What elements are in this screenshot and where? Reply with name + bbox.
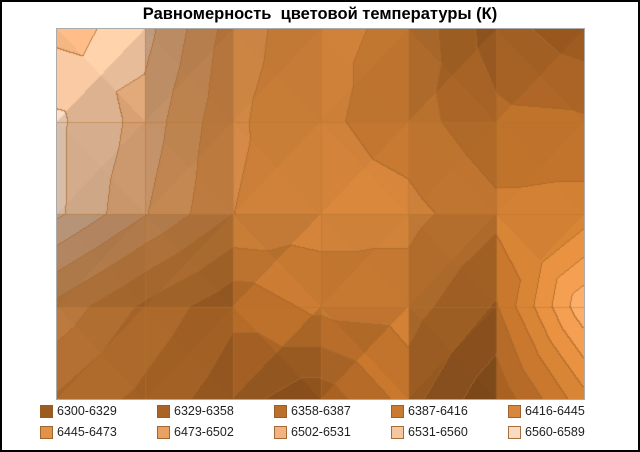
legend-item: 6416-6445 — [508, 404, 625, 419]
legend-swatch — [391, 405, 404, 418]
legend-swatch — [508, 405, 521, 418]
legend-item: 6502-6531 — [274, 425, 391, 440]
legend-item: 6358-6387 — [274, 404, 391, 419]
legend-swatch — [157, 405, 170, 418]
legend-label: 6560-6589 — [525, 425, 585, 439]
legend-swatch — [40, 426, 53, 439]
legend-label: 6358-6387 — [291, 404, 351, 418]
legend-label: 6473-6502 — [174, 425, 234, 439]
legend-item: 6445-6473 — [40, 425, 157, 440]
legend-label: 6531-6560 — [408, 425, 468, 439]
legend-label: 6387-6416 — [408, 404, 468, 418]
legend-item: 6531-6560 — [391, 425, 508, 440]
legend-label: 6416-6445 — [525, 404, 585, 418]
legend-swatch — [274, 405, 287, 418]
plot-area-border — [56, 28, 585, 400]
legend-item: 6329-6358 — [157, 404, 274, 419]
legend-swatch — [508, 426, 521, 439]
legend-label: 6445-6473 — [57, 425, 117, 439]
legend-swatch — [40, 405, 53, 418]
legend-item: 6300-6329 — [40, 404, 157, 419]
legend-label: 6300-6329 — [57, 404, 117, 418]
legend-swatch — [274, 426, 287, 439]
legend-swatch — [391, 426, 404, 439]
legend-label: 6329-6358 — [174, 404, 234, 418]
chart-legend: 6300-6329 6329-6358 6358-6387 6387-6416 6416… — [40, 404, 625, 440]
legend-label: 6502-6531 — [291, 425, 351, 439]
legend-item: 6473-6502 — [157, 425, 274, 440]
contour-plot-canvas — [57, 29, 584, 399]
legend-item: 6560-6589 — [508, 425, 625, 440]
chart-title: Равномерность цветовой температуры (К) — [142, 5, 498, 23]
legend-item: 6387-6416 — [391, 404, 508, 419]
legend-swatch — [157, 426, 170, 439]
